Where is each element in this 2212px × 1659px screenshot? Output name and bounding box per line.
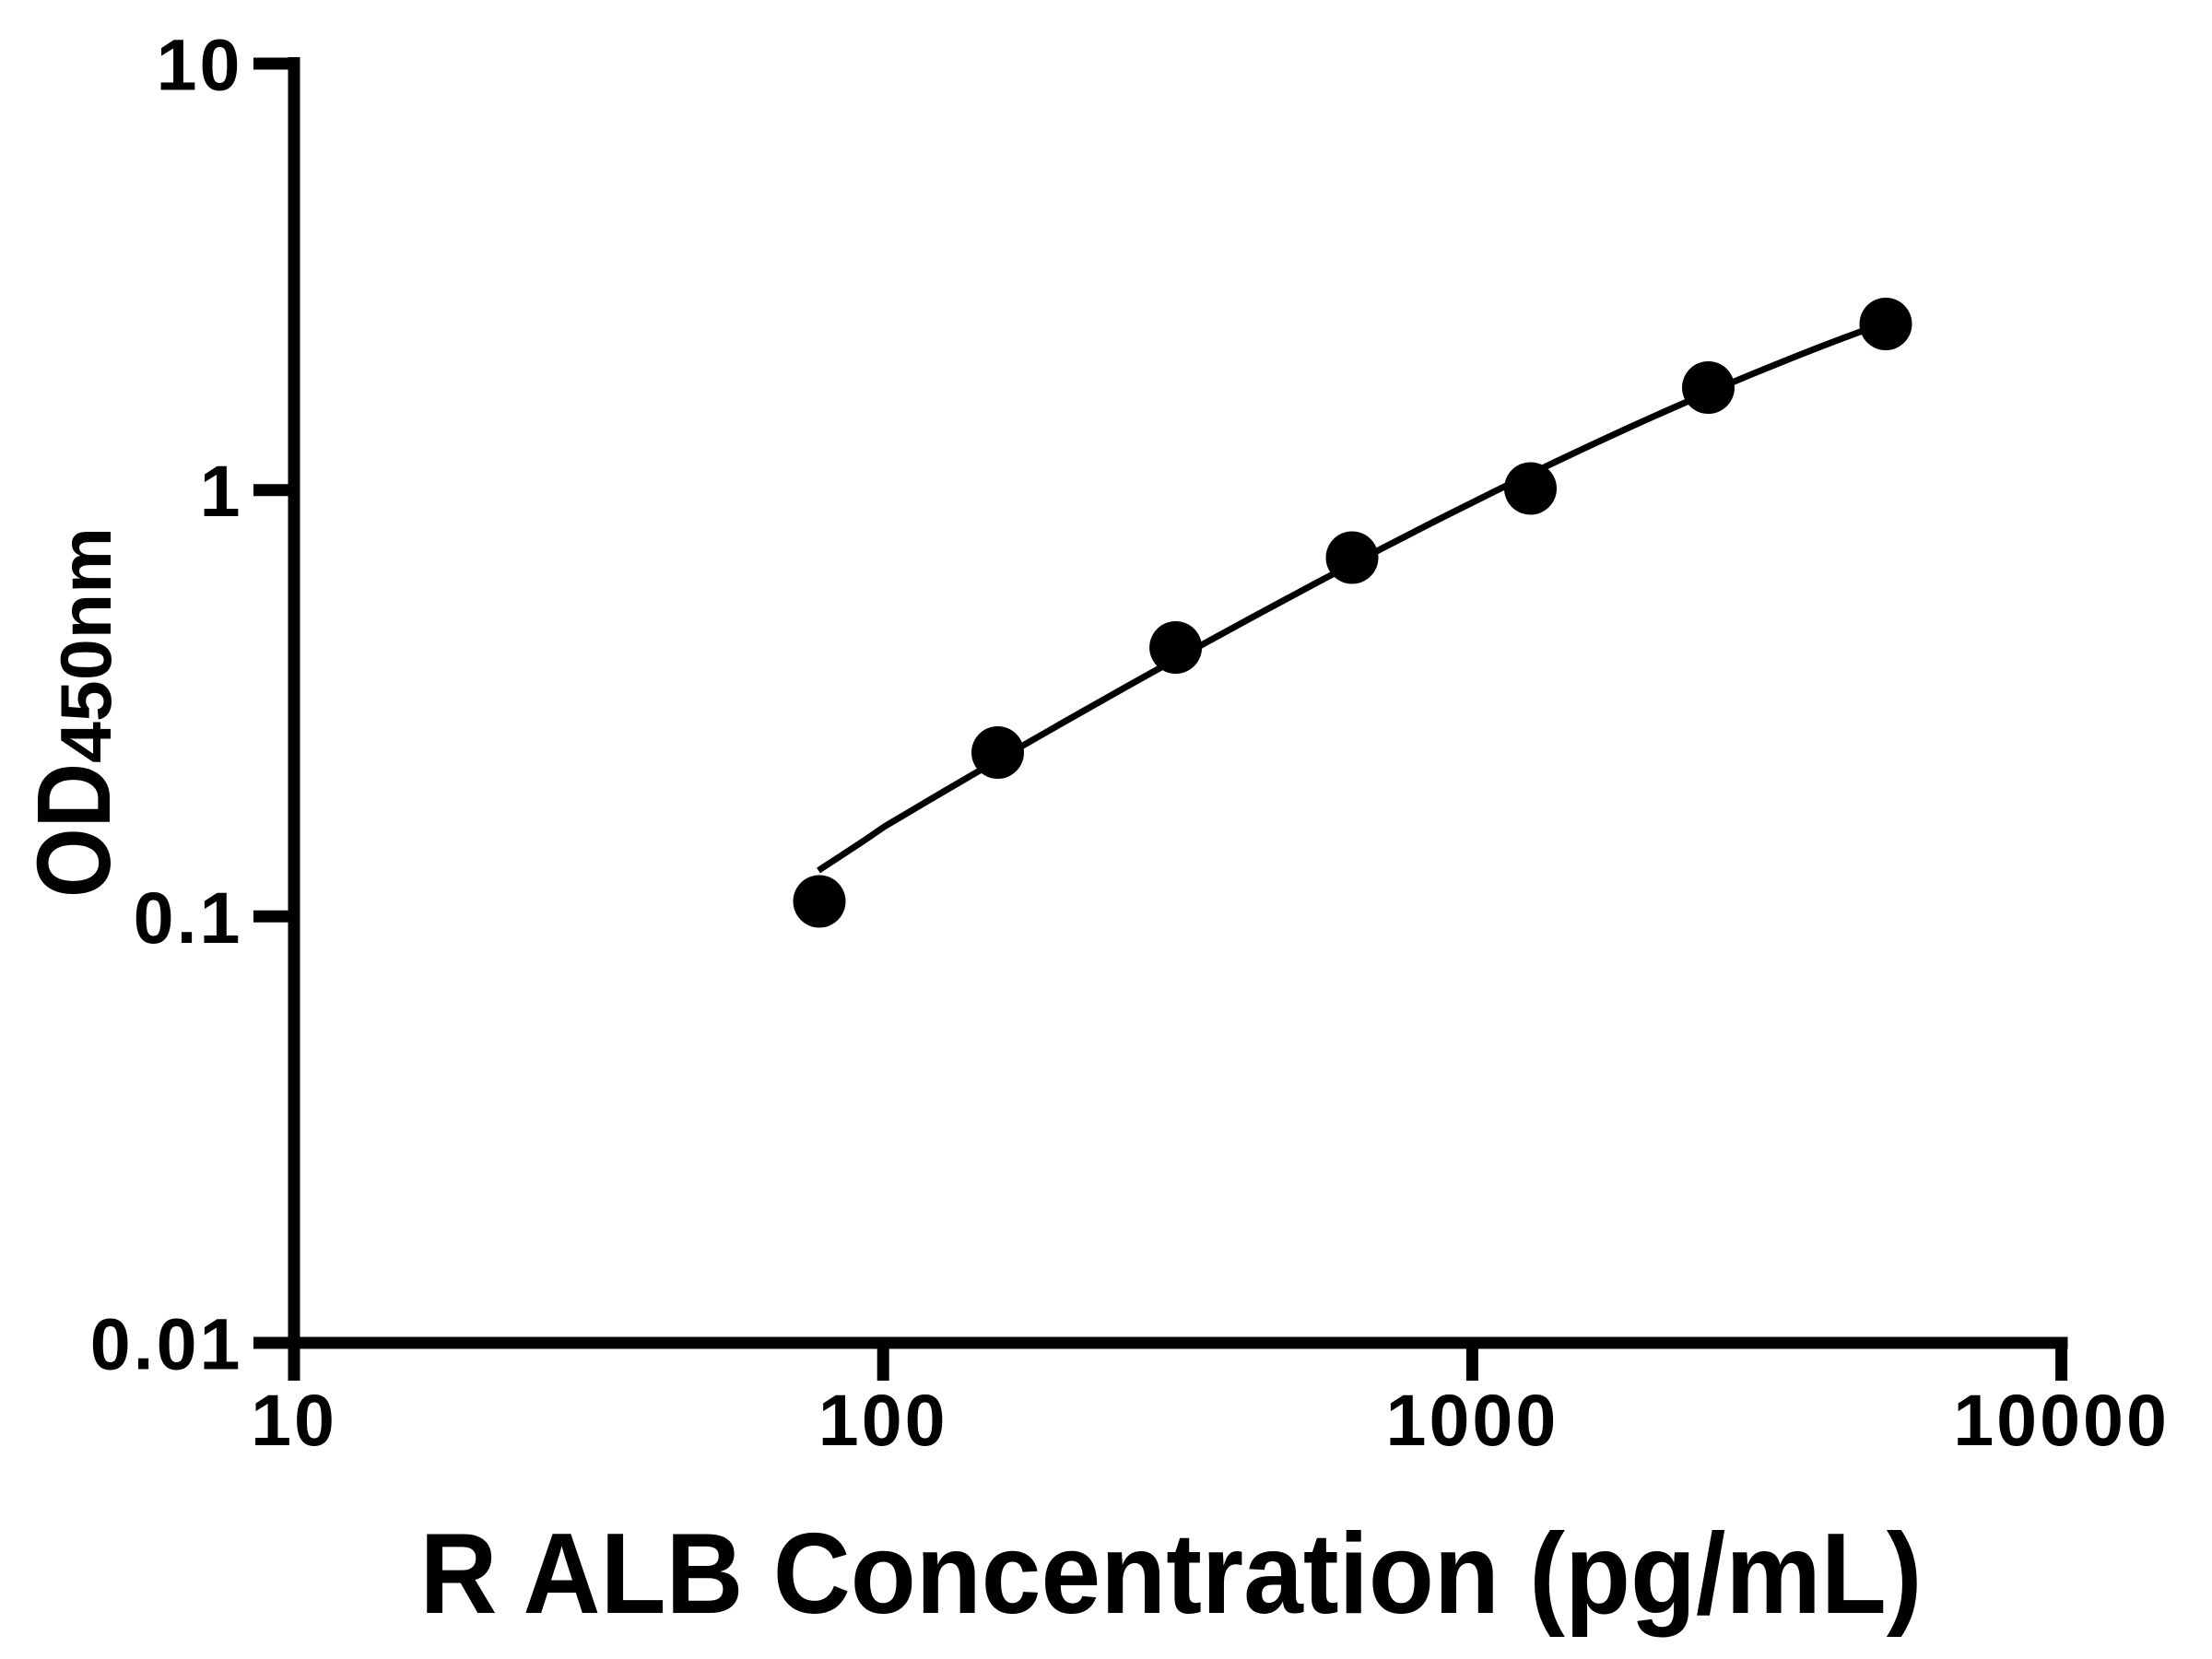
svg-text:OD450nm: OD450nm: [16, 527, 132, 898]
svg-text:100: 100: [818, 1379, 948, 1461]
svg-text:10000: 10000: [1953, 1379, 2170, 1461]
svg-text:1000: 1000: [1386, 1379, 1559, 1461]
svg-text:10: 10: [251, 1379, 337, 1461]
svg-text:0.01: 0.01: [90, 1303, 243, 1385]
svg-text:1: 1: [200, 450, 243, 532]
svg-text:R ALB Concentration (pg/mL): R ALB Concentration (pg/mL): [420, 1511, 1923, 1638]
svg-text:10: 10: [157, 24, 243, 106]
svg-text:0.1: 0.1: [134, 877, 243, 959]
